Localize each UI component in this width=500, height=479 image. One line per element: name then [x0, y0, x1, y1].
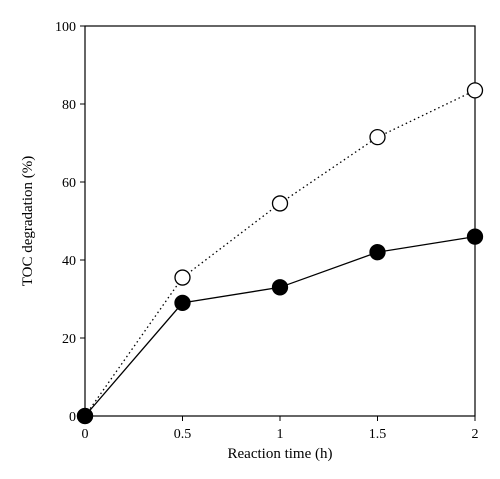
x-tick-label: 2	[472, 427, 479, 442]
series-1-line	[84, 89, 476, 417]
y-tick-label: 20	[62, 332, 76, 347]
series-1-point	[369, 128, 386, 146]
x-tick-label: 1.5	[369, 427, 387, 442]
x-tick-label: 0	[82, 427, 89, 442]
y-tick-label: 60	[62, 176, 76, 191]
x-tick-label: 1	[277, 427, 284, 442]
plot-frame	[84, 25, 476, 417]
series-2-point	[271, 279, 289, 296]
series-2-line	[84, 235, 476, 417]
x-axis-title: Reaction time (h)	[228, 446, 333, 462]
y-tick-label: 0	[69, 410, 76, 425]
series-1-point	[466, 82, 484, 99]
series-layer	[76, 82, 484, 425]
y-tick-label: 40	[62, 254, 76, 269]
y-tick-label: 80	[62, 98, 76, 113]
series-2-point	[466, 228, 484, 245]
series-1-point	[271, 195, 289, 212]
series-2-point	[76, 407, 94, 425]
y-axis-title: TOC degradation (%)	[20, 156, 36, 287]
y-tick-label: 100	[55, 20, 76, 35]
series-1-point	[174, 269, 191, 286]
series-2-point	[369, 244, 386, 261]
x-tick-label: 0.5	[174, 427, 192, 442]
series-2-point	[174, 294, 191, 312]
